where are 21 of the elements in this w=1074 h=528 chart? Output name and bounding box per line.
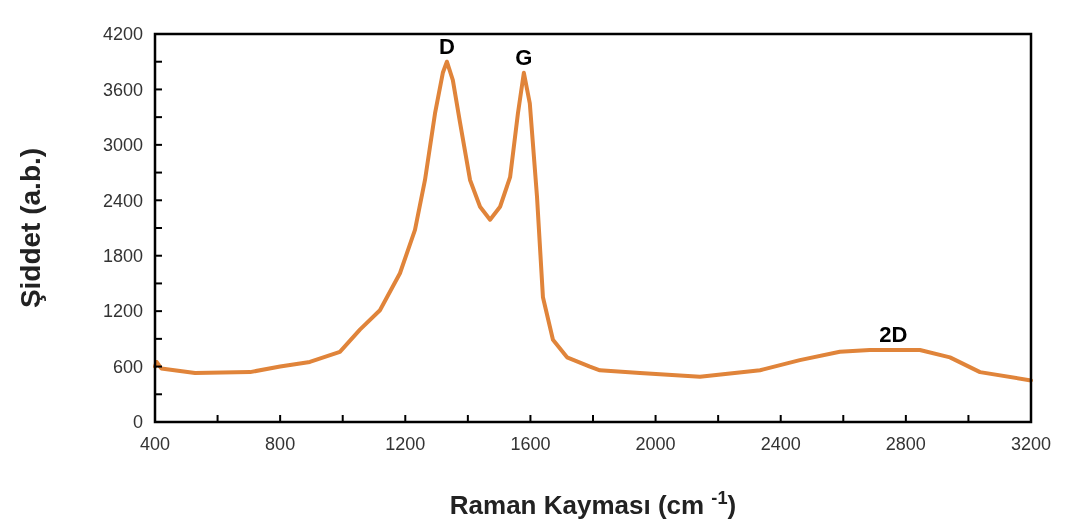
y-axis-title: Şiddet (a.b.): [15, 147, 46, 309]
x-tick-label: 3200: [1010, 434, 1052, 454]
x-tick-label: 2800: [885, 434, 926, 454]
x-tick-label: 1600: [510, 434, 551, 454]
y-tick-label: 1800: [102, 246, 143, 267]
x-axis-title: Raman Kayması (cm $^{-1}$): [449, 488, 737, 520]
y-tick-label: 4200: [102, 24, 143, 45]
x-tick-label: 2400: [760, 434, 801, 454]
y-tick-label: 3600: [102, 79, 143, 100]
x-tick-label: 2000: [635, 434, 676, 454]
x-tick-label: 400: [139, 434, 171, 454]
y-tick-label: 2400: [102, 190, 143, 211]
y-tick-label: 1200: [102, 301, 143, 322]
annotation: 2D: [879, 321, 908, 347]
y-tick-label: 0: [132, 412, 143, 433]
annotation: D: [438, 33, 455, 59]
y-tick-label: 600: [112, 356, 143, 377]
x-tick-label: 800: [265, 434, 296, 454]
annotation: G: [515, 44, 533, 70]
x-tick-label: 1200: [385, 434, 426, 454]
y-tick-label: 3000: [102, 135, 143, 156]
